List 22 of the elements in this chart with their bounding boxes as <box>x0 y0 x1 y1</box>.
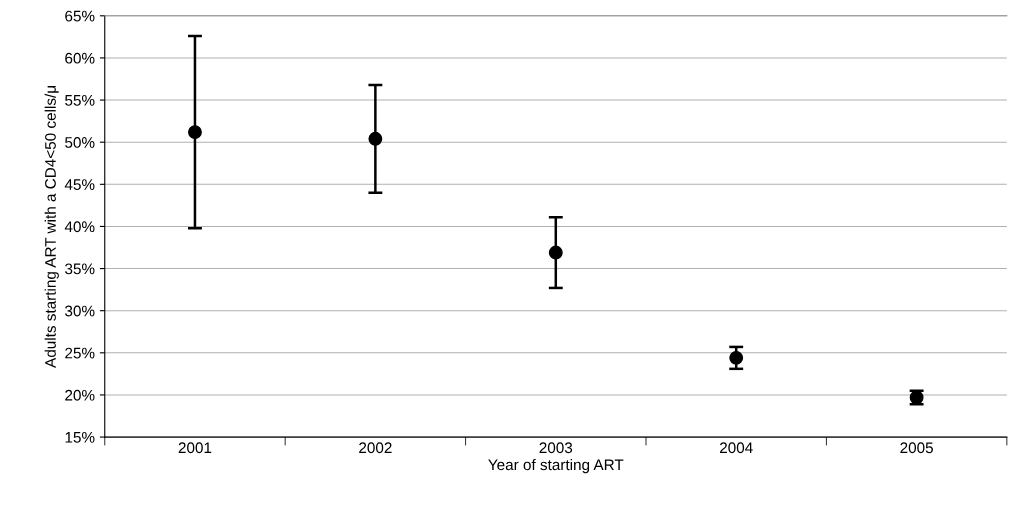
x-tick-label: 2001 <box>178 442 212 454</box>
x-tick-label: 2003 <box>539 442 573 454</box>
y-tick-label: 35% <box>65 263 95 275</box>
y-tick-label: 50% <box>65 137 95 148</box>
y-tick-label: 30% <box>65 305 95 317</box>
y-tick-label: 55% <box>65 95 95 106</box>
y-tick-label: 40% <box>64 221 95 233</box>
x-axis-title: Year of starting ART <box>488 458 624 474</box>
x-tick-label: 2002 <box>359 442 392 454</box>
y-tick-label: 15% <box>65 432 95 443</box>
point <box>548 245 563 260</box>
y-tick-label: 45% <box>64 179 95 190</box>
y-tick-label: 65% <box>65 10 95 22</box>
y-axis-title: Adults starting ART with a CD4<50 cells/μ <box>44 86 59 368</box>
x-tick-label: 2004 <box>719 442 753 454</box>
y-tick-label: 20% <box>65 389 95 401</box>
x-tick-label: 2005 <box>900 442 933 454</box>
point <box>188 125 202 140</box>
y-tick-label: 25% <box>65 347 95 359</box>
point <box>368 131 383 146</box>
y-tick-label: 60% <box>65 52 95 64</box>
point <box>729 350 744 365</box>
